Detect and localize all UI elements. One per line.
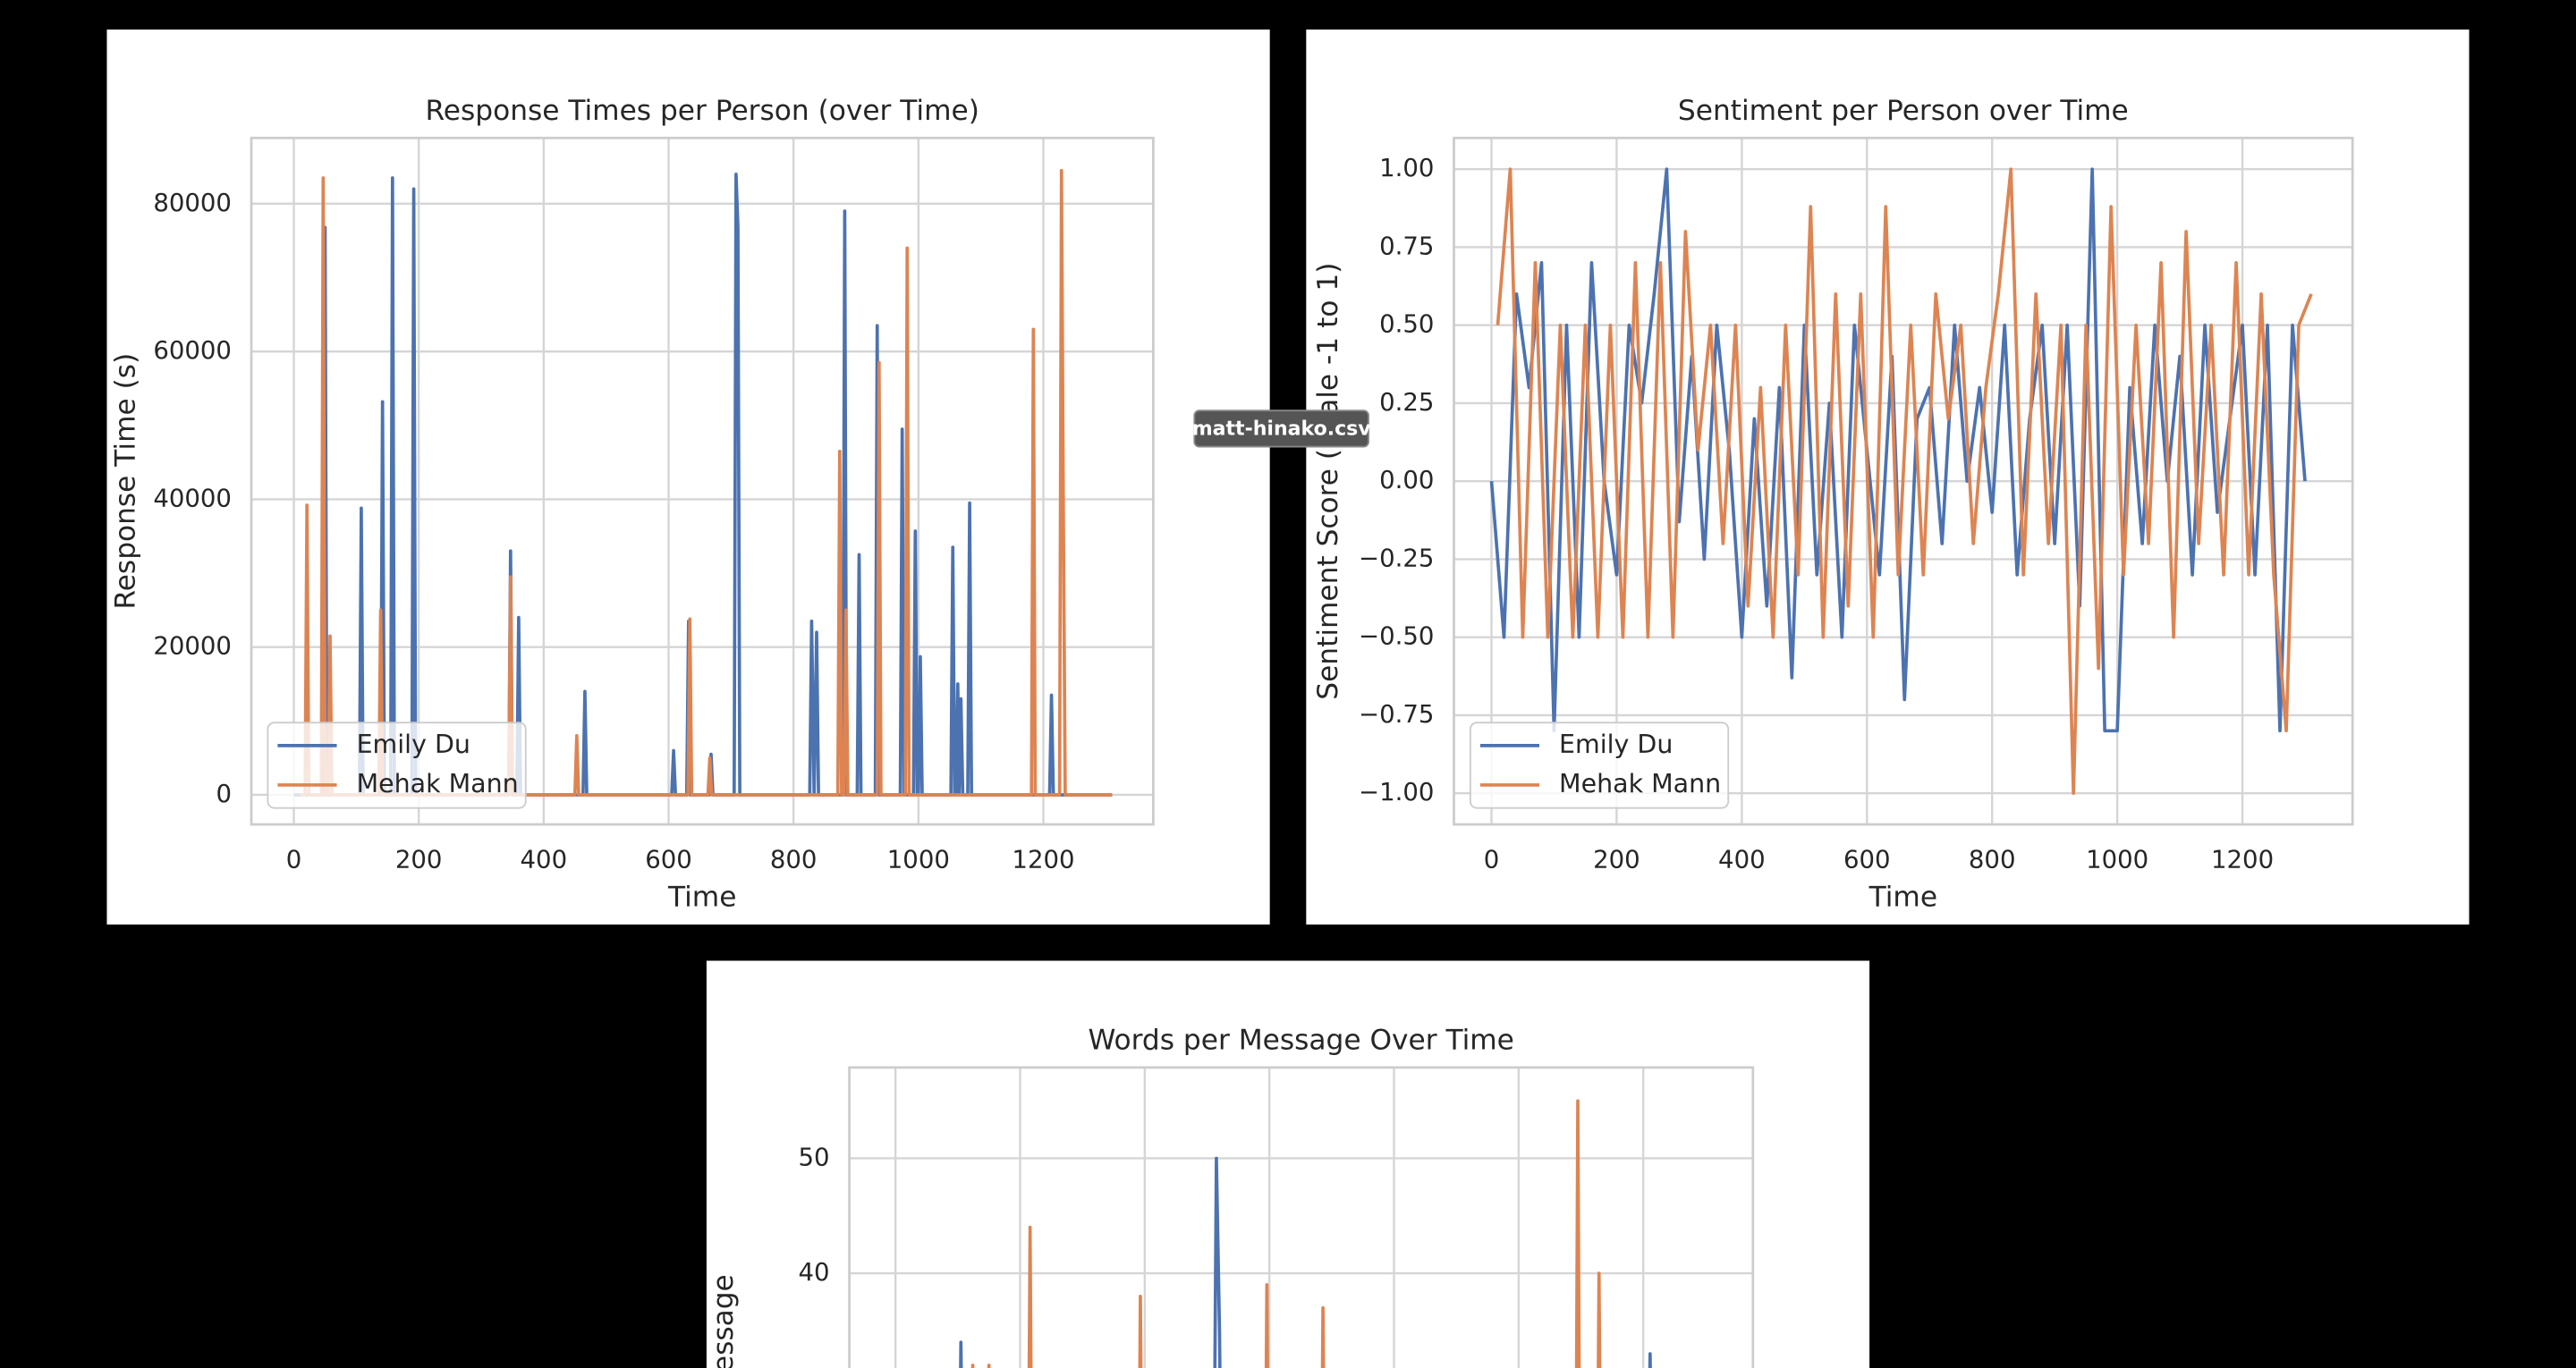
x-tick-label: 800 [770,845,818,874]
x-tick-label: 800 [1969,845,2016,874]
chart-panel: 0 200 400 600 800 1000 1200 1.00 0.75 0.50 0.25 0.0… [1306,30,2470,925]
y-tick-label: 40 [798,1258,829,1287]
x-tick-label: 400 [1718,845,1766,874]
x-axis-label: Time [667,882,736,914]
x-tick-label: 1200 [2211,845,2274,874]
tooltip-box [1193,410,1369,448]
chart: 0 200 400 600 800 1000 1200 1.00 0.75 0.50 0.25 0.0… [1306,30,2470,925]
chart-panel: 0 200 400 600 800 1000 1200 0 20000 40000 60000 800… [106,30,1270,925]
y-tick-label: 60000 [153,336,232,365]
y-tick-label: 0.25 [1379,388,1434,417]
y-axis-label: Words per Message [708,1274,740,1368]
y-tick-label: 50 [798,1143,829,1171]
tooltip-text: matt-hinako.csv [1192,418,1372,440]
x-tick-label: 600 [1843,845,1891,874]
panel-background [706,960,1870,1368]
legend-label: Mehak Mann [1559,769,1721,798]
y-tick-label: 0.00 [1379,466,1434,494]
series-line [1496,167,2313,795]
plot-frame [848,1066,1755,1368]
chart-panel: 01020304050Words per Message Over TimeWo… [706,960,1870,1368]
charts: 0 200 400 600 800 1000 12000200004000060000800… [106,30,2470,1368]
chart-title: Response Times per Person (over Time) [426,95,979,127]
x-tick-label: 0 [286,845,302,874]
y-axis-label: Sentiment Score (Scale -1 to 1) [1312,263,1344,700]
x-tick-label: 1000 [2086,845,2148,874]
legend-label: Emily Du [1559,730,1673,759]
legend-label: Mehak Mann [357,769,519,798]
y-tick-label: 1.00 [1379,154,1434,182]
x-axis-label: Time [1868,882,1937,914]
chart: 01020304050Words per Message Over TimeWo… [706,960,1870,1368]
tooltip: matt-hinako.csv [1192,410,1372,448]
y-tick-label: −0.25 [1359,544,1434,572]
y-tick-label: −1.00 [1359,778,1434,806]
y-axis-label: Response Time (s) [109,353,141,610]
y-tick-label: 0.75 [1379,232,1434,260]
y-tick-label: 20000 [153,632,232,661]
y-tick-label: −0.50 [1359,622,1434,651]
legend: Emily Du Mehak Mann [267,722,527,809]
plot-area [959,1099,1652,1368]
series-line [959,1156,1652,1368]
x-tick-label: 200 [395,845,443,874]
chart-title: Sentiment per Person over Time [1678,95,2129,127]
x-tick-label: 200 [1593,845,1640,874]
y-tick-label: 80000 [153,189,232,217]
plot-frame [1453,136,2354,826]
chart: 0 200 400 600 800 1000 1200 0 20000 40000 60000 800… [106,30,1270,925]
x-tick-label: 400 [521,845,568,874]
y-tick-label: 0.50 [1379,310,1434,339]
plot-frame [250,136,1155,826]
y-tick-label: 0 [216,780,232,808]
legend: Emily Du Mehak Mann [1469,722,1730,809]
x-tick-label: 0 [1484,845,1500,874]
y-tick-label: 40000 [153,484,232,512]
x-tick-label: 600 [645,845,692,874]
x-tick-label: 1200 [1012,845,1074,874]
chart-title: Words per Message Over Time [1088,1024,1513,1056]
legend-label: Emily Du [357,730,470,759]
x-tick-label: 1000 [887,845,950,874]
plot-area [1489,167,2313,795]
y-tick-label: −0.75 [1359,700,1434,729]
